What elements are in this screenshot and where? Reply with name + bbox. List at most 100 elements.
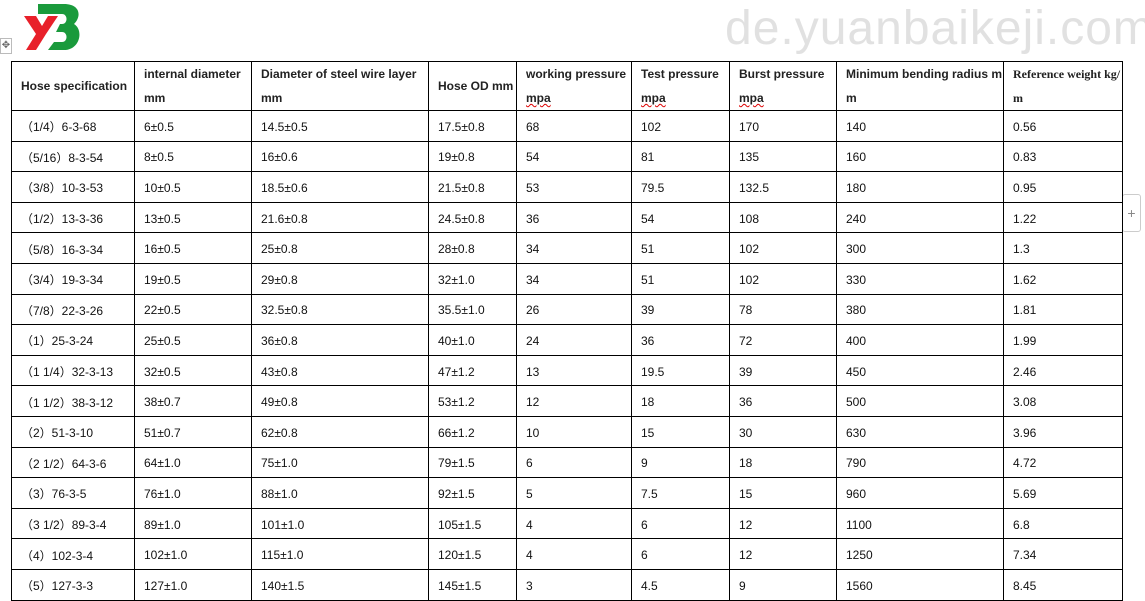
table-cell: 76±1.0 <box>134 477 252 509</box>
table-cell: （2 1/2）64-3-6 <box>11 446 135 479</box>
table-cell: 8±0.5 <box>134 140 252 173</box>
table-cell: 12 <box>729 507 837 540</box>
table-cell: （3/8）10-3-53 <box>11 171 135 203</box>
table-cell: 145±1.5 <box>428 568 517 601</box>
table-cell: 10±0.5 <box>134 171 252 203</box>
table-cell: 89±1.0 <box>134 507 252 540</box>
table-cell: 6 <box>631 507 730 540</box>
header-label: internal diameter mm <box>144 67 241 105</box>
table-cell: 18.5±0.6 <box>251 171 429 203</box>
table-cell: 24 <box>516 324 632 356</box>
header-label: working pressure <box>526 67 627 81</box>
table-cell: 7.34 <box>1003 538 1123 570</box>
table-cell: 16±0.6 <box>251 140 429 173</box>
table-cell: 18 <box>729 446 837 479</box>
table-cell: 72 <box>729 324 837 356</box>
table-cell: （3/4）19-3-34 <box>11 262 135 295</box>
table-cell: 7.5 <box>631 477 730 509</box>
table-cell: 53±1.2 <box>428 385 517 417</box>
table-row: （5）127-3-3 127±1.0 140±1.5 145±1.5 3 4.5 9 1560… <box>11 568 1123 601</box>
add-column-button[interactable]: + <box>1122 194 1141 232</box>
table-cell: 92±1.5 <box>428 477 517 509</box>
table-cell: 79.5 <box>631 171 730 203</box>
table-cell: 32±0.5 <box>134 354 252 387</box>
column-header: Hose specification <box>11 61 135 111</box>
table-cell: 102 <box>729 232 837 264</box>
table-cell: 115±1.0 <box>251 538 429 570</box>
column-header: Hose OD mm <box>428 61 517 111</box>
table-row: （1 1/2）38-3-12 38±0.7 49±0.8 53±1.2 12 18 36 50… <box>11 385 1123 417</box>
table-cell: 21.5±0.8 <box>428 171 517 203</box>
table-cell: 102 <box>631 110 730 142</box>
table-row: （2）51-3-10 51±0.7 62±0.8 66±1.2 10 15 30 630 3.9… <box>11 415 1123 448</box>
table-cell: 75±1.0 <box>251 446 429 479</box>
watermark: de.yuanbaikeji.com <box>725 2 1145 55</box>
column-header: Test pressure mpa <box>631 61 730 111</box>
table-cell: 1.22 <box>1003 201 1123 234</box>
table-row: （5/16）8-3-54 8±0.5 16±0.6 19±0.8 54 81 135 160 0… <box>11 140 1123 173</box>
table-cell: （2）51-3-10 <box>11 415 135 448</box>
table-cell: 62±0.8 <box>251 415 429 448</box>
table-row: （7/8）22-3-26 22±0.5 32.5±0.8 35.5±1.0 26 39 78… <box>11 293 1123 326</box>
table-cell: 160 <box>836 140 1004 173</box>
table-cell: 450 <box>836 354 1004 387</box>
column-header: Diameter of steel wire layer mm <box>251 61 429 111</box>
table-cell: 24.5±0.8 <box>428 201 517 234</box>
table-cell: 36 <box>729 385 837 417</box>
table-row: （1）25-3-24 25±0.5 36±0.8 40±1.0 24 36 72 400 1.9… <box>11 324 1123 356</box>
table-cell: 1100 <box>836 507 1004 540</box>
header-label: Minimum bending radius mm <box>846 67 1003 105</box>
table-cell: 36 <box>516 201 632 234</box>
table-cell: 380 <box>836 293 1004 326</box>
table-cell: 28±0.8 <box>428 232 517 264</box>
table-cell: 51±0.7 <box>134 415 252 448</box>
table-move-handle-icon[interactable]: ✥ <box>0 38 12 54</box>
table-cell: 12 <box>516 385 632 417</box>
table-cell: 8.45 <box>1003 568 1123 601</box>
table-cell: 47±1.2 <box>428 354 517 387</box>
table-cell: 9 <box>729 568 837 601</box>
table-row: （3/4）19-3-34 19±0.5 29±0.8 32±1.0 34 51 102 330… <box>11 262 1123 295</box>
yb-logo <box>24 4 80 50</box>
table-cell: （1）25-3-24 <box>11 324 135 356</box>
table-cell: 400 <box>836 324 1004 356</box>
table-cell: 300 <box>836 232 1004 264</box>
table-cell: 38±0.7 <box>134 385 252 417</box>
table-row: （1 1/4）32-3-13 32±0.5 43±0.8 47±1.2 13 19.5 39… <box>11 354 1123 387</box>
table-cell: 13±0.5 <box>134 201 252 234</box>
table-cell: 18 <box>631 385 730 417</box>
table-cell: 4.5 <box>631 568 730 601</box>
table-cell: 30 <box>729 415 837 448</box>
table-cell: 2.46 <box>1003 354 1123 387</box>
table-cell: 12 <box>729 538 837 570</box>
table-cell: 3.08 <box>1003 385 1123 417</box>
table-cell: 25±0.5 <box>134 324 252 356</box>
table-cell: （5/16）8-3-54 <box>11 140 135 173</box>
table-cell: 6±0.5 <box>134 110 252 142</box>
table-cell: 1.81 <box>1003 293 1123 326</box>
table-row: （1/4）6-3-68 6±0.5 14.5±0.5 17.5±0.8 68 102 170… <box>11 110 1123 142</box>
table-cell: 19±0.8 <box>428 140 517 173</box>
table-cell: 32.5±0.8 <box>251 293 429 326</box>
table-cell: 19±0.5 <box>134 262 252 295</box>
table-cell: 630 <box>836 415 1004 448</box>
table-cell: （3 1/2）89-3-4 <box>11 507 135 540</box>
table-cell: （4）102-3-4 <box>11 538 135 570</box>
table-cell: 4 <box>516 507 632 540</box>
table-cell: 102 <box>729 262 837 295</box>
header-label: Diameter of steel wire layer mm <box>261 67 417 105</box>
hose-spec-table: Hose specification internal diameter mm Di… <box>11 61 1123 601</box>
table-cell: 101±1.0 <box>251 507 429 540</box>
table-cell: 43±0.8 <box>251 354 429 387</box>
table-row: （2 1/2）64-3-6 64±1.0 75±1.0 79±1.5 6 9 18 790 4.… <box>11 446 1123 479</box>
header-label: Burst pressure <box>739 67 825 81</box>
table-row: （5/8）16-3-34 16±0.5 25±0.8 28±0.8 34 51 102 300… <box>11 232 1123 264</box>
table-cell: （1/4）6-3-68 <box>11 110 135 142</box>
column-header: internal diameter mm <box>134 61 252 111</box>
table-cell: 29±0.8 <box>251 262 429 295</box>
table-cell: 88±1.0 <box>251 477 429 509</box>
table-cell: 39 <box>631 293 730 326</box>
table-cell: 26 <box>516 293 632 326</box>
table-cell: 81 <box>631 140 730 173</box>
table-cell: 4 <box>516 538 632 570</box>
